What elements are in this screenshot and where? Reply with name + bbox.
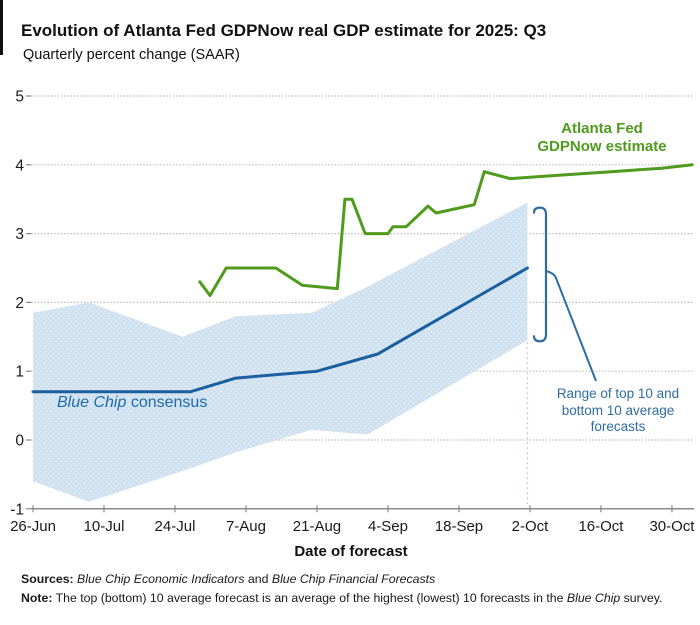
note-line: Note: The top (bottom) 10 average foreca… <box>21 589 662 608</box>
left-edge-artifact <box>0 0 3 55</box>
range-connector-line <box>545 270 597 382</box>
bluechip-series-label-rest: consensus <box>126 394 208 411</box>
chart-subtitle: Quarterly percent change (SAAR) <box>23 47 240 63</box>
range-annotation-line2: bottom 10 average <box>561 402 675 418</box>
y-tick-label: 1 <box>15 364 24 381</box>
gdpnow-series-label-line2: GDPNow estimate <box>537 138 667 155</box>
note-text-pre: The top (bottom) 10 average forecast is … <box>52 591 567 605</box>
x-tick-label: 21-Aug <box>293 518 341 535</box>
chart-title: Evolution of Atlanta Fed GDPNow real GDP… <box>21 21 547 40</box>
y-tick-label: 5 <box>15 89 24 106</box>
sources-and: and <box>244 572 272 586</box>
sources-line: Sources: Blue Chip Economic Indicators a… <box>21 570 662 589</box>
x-tick-label: 7-Aug <box>226 518 266 535</box>
x-tick-label: 18-Sep <box>435 518 483 535</box>
gdpnow-series-label: Atlanta Fed GDPNow estimate <box>512 120 692 156</box>
range-annotation-line1: Range of top 10 and <box>556 386 680 401</box>
bluechip-consensus-line <box>31 266 529 394</box>
forecast-range-band <box>33 202 528 502</box>
range-annotation-line3: forecasts <box>590 419 646 434</box>
x-tick-label: 2-Oct <box>512 518 550 535</box>
range-annotation-label: Range of top 10 and bottom 10 average fo… <box>545 386 691 436</box>
x-tick-label: 10-Jul <box>84 518 125 535</box>
y-tick-label: 2 <box>15 295 24 312</box>
note-label: Note: <box>21 591 53 605</box>
bluechip-series-label: Blue Chip consensus <box>57 394 207 412</box>
gdpnow-line <box>198 163 694 297</box>
y-tick-label: 0 <box>15 433 24 450</box>
y-tick-label: 4 <box>15 157 24 174</box>
x-tick-label: 16-Oct <box>578 518 624 535</box>
sources-title-2: Blue Chip Financial Forecasts <box>271 572 436 586</box>
bluechip-series-label-italic: Blue Chip <box>57 394 127 411</box>
range-bracket <box>532 206 548 343</box>
note-text-post: survey. <box>620 591 663 605</box>
x-tick-label: 4-Sep <box>368 518 408 535</box>
gdpnow-series-label-line1: Atlanta Fed <box>561 120 643 137</box>
x-tick-label: 26-Jun <box>10 518 56 535</box>
x-axis-title: Date of forecast <box>294 543 408 560</box>
y-tick-label: -1 <box>10 501 24 518</box>
footer-notes: Sources: Blue Chip Economic Indicators a… <box>21 570 662 608</box>
x-tick-label: 30-Oct <box>649 518 695 535</box>
x-tick-label: 24-Jul <box>155 518 196 535</box>
sources-label: Sources: <box>21 572 74 586</box>
sources-title-1: Blue Chip Economic Indicators <box>77 572 245 586</box>
note-bluechip: Blue Chip <box>566 591 621 605</box>
y-tick-label: 3 <box>15 226 24 243</box>
